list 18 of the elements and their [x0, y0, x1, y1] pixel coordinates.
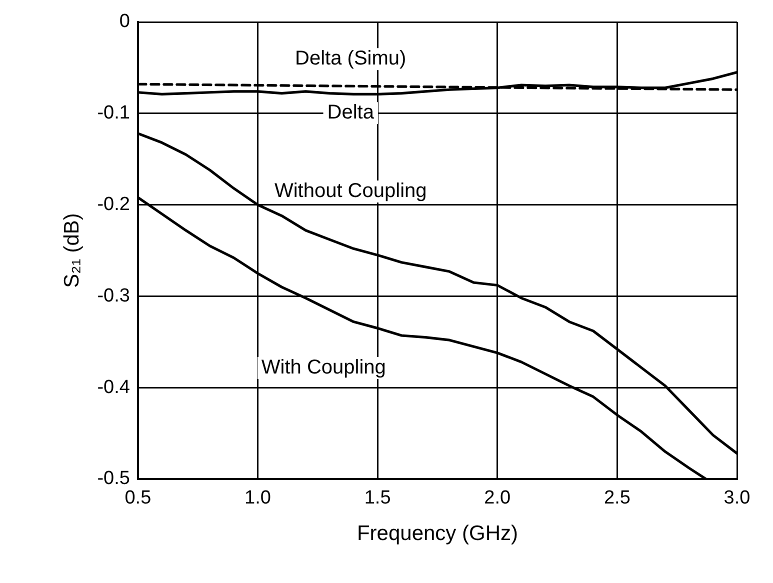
x-tick-label: 3.0 — [724, 488, 750, 509]
x-tick-label: 2.5 — [604, 488, 630, 509]
x-tick-label: 2.0 — [484, 488, 511, 509]
series-label: Without Coupling — [274, 180, 427, 202]
x-tick-label: 1.5 — [364, 488, 391, 509]
series-label: Delta (Simu) — [295, 48, 406, 70]
y-tick-label: -0.3 — [97, 285, 130, 306]
y-tick-label: -0.5 — [97, 468, 130, 490]
series-label: With Coupling — [261, 356, 386, 378]
x-tick-label: 1.0 — [244, 488, 271, 509]
series-label: Delta — [327, 102, 375, 124]
y-tick-label: -0.1 — [97, 102, 130, 124]
x-axis-title: Frequency (GHz) — [356, 522, 518, 546]
y-tick-label: -0.4 — [97, 376, 130, 398]
x-tick-label: 0.5 — [124, 488, 152, 509]
y-tick-label: -0.2 — [97, 194, 130, 216]
y-axis-title: S₂₁ (dB) — [60, 213, 84, 288]
y-tick-label: 0 — [119, 11, 130, 32]
